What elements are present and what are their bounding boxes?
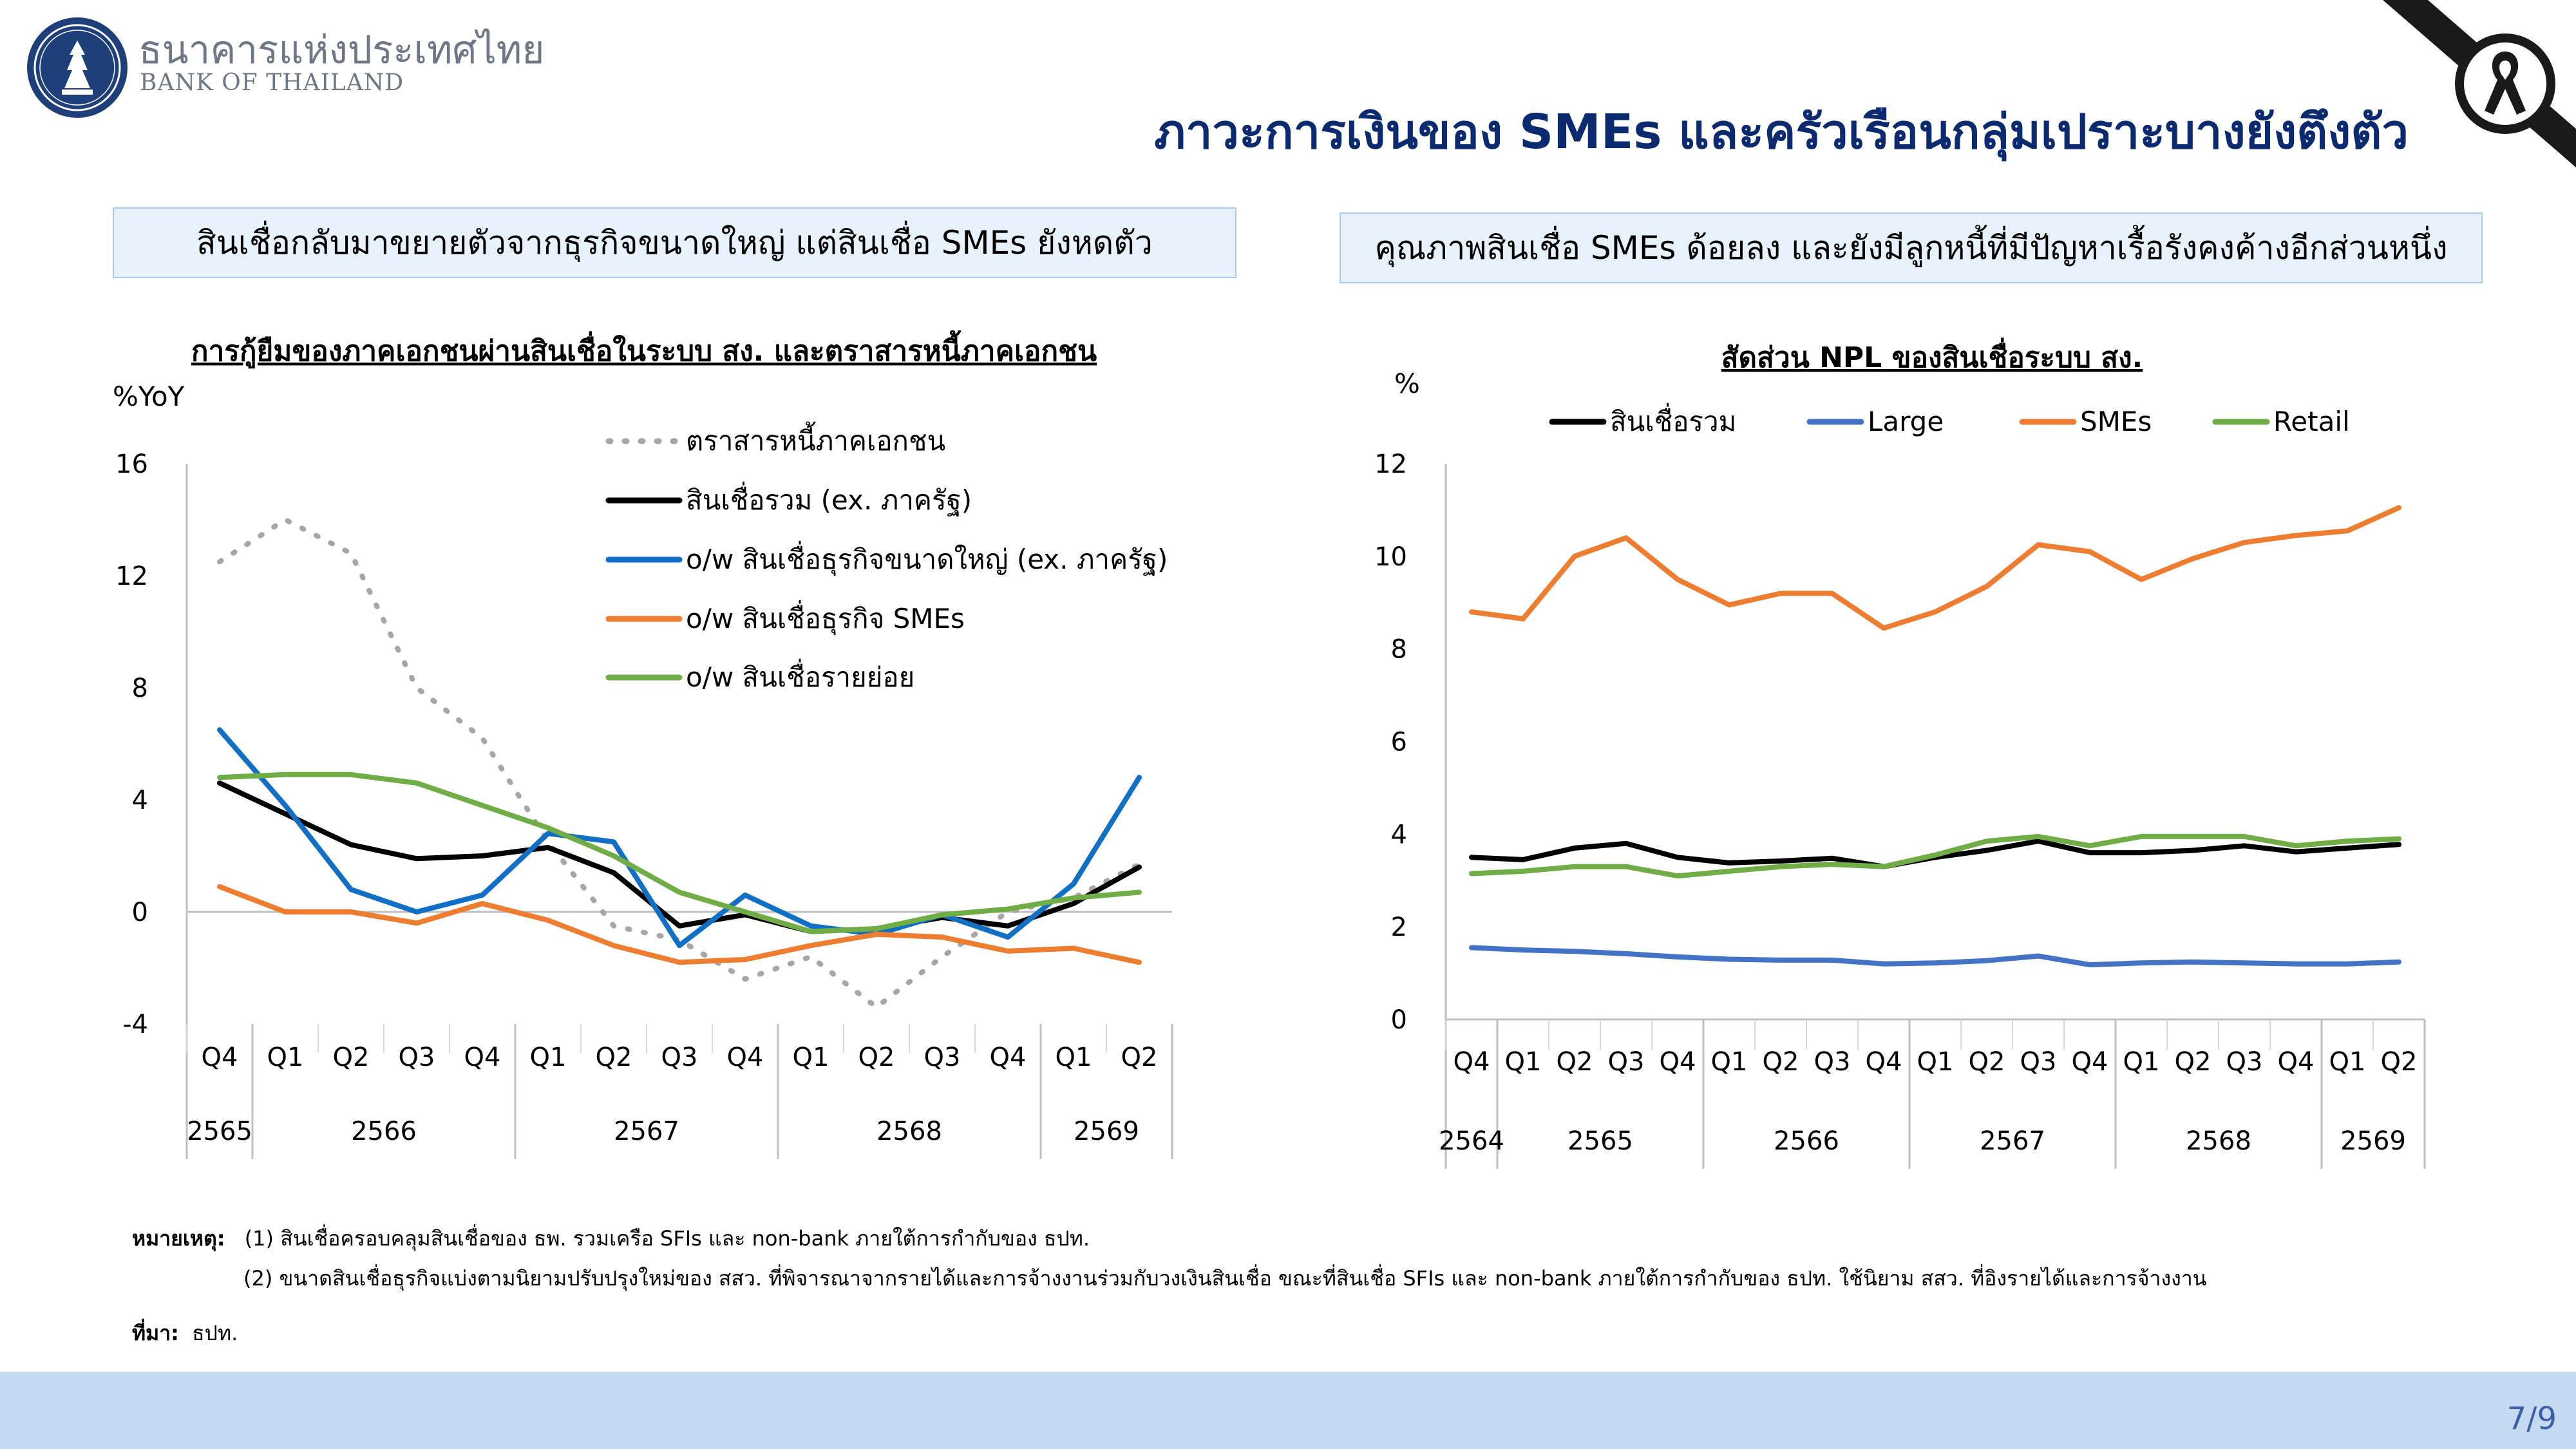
x-category-label: Q2 (1121, 1043, 1158, 1072)
bank-seal-logo (27, 17, 128, 118)
x-category-label: Q4 (990, 1043, 1027, 1072)
x-year-label: 2568 (876, 1117, 942, 1146)
legend-label: o/w สินเชื่อรายย่อย (686, 659, 914, 693)
y-tick-label: 0 (1391, 1005, 1407, 1035)
y-tick-label: 2 (1391, 913, 1407, 942)
x-category-label: Q3 (1608, 1047, 1645, 1077)
y-axis-label: %YoY (113, 381, 185, 412)
x-category-label: Q1 (2123, 1047, 2160, 1077)
x-category-label: Q4 (202, 1043, 238, 1072)
x-category-label: Q3 (399, 1043, 435, 1072)
x-category-label: Q3 (2226, 1047, 2263, 1077)
y-tick-label: 6 (1391, 728, 1407, 757)
source-label: ที่มา: (132, 1321, 179, 1345)
x-category-label: Q2 (333, 1043, 370, 1072)
x-category-label: Q2 (1557, 1047, 1593, 1077)
mourning-ribbon-icon (2383, 0, 2576, 167)
x-year-label: 2569 (1074, 1117, 1139, 1146)
x-category-label: Q1 (530, 1043, 567, 1072)
y-tick-label: 4 (1391, 820, 1407, 849)
right-panel-header: คุณภาพสินเชื่อ SMEs ด้อยลง และยังมีลูกหน… (1340, 213, 2483, 283)
legend-label: o/w สินเชื่อธุรกิจ SMEs (686, 600, 965, 636)
series-line (217, 727, 1142, 949)
x-category-label: Q2 (1763, 1047, 1799, 1077)
x-year-label: 2565 (1567, 1126, 1633, 1156)
chart-title: สัดส่วน NPL ของสินเชื่อระบบ สง. (1721, 337, 2143, 374)
x-year-label: 2564 (1439, 1126, 1504, 1156)
x-category-label: Q2 (2175, 1047, 2211, 1077)
x-category-label: Q2 (2381, 1047, 2418, 1077)
x-category-label: Q1 (1711, 1047, 1748, 1077)
series-line (217, 884, 1142, 965)
x-category-label: Q1 (1505, 1047, 1542, 1077)
page-number: 7/9 (2506, 1401, 2557, 1437)
x-category-label: Q1 (793, 1043, 829, 1072)
x-category-label: Q2 (1969, 1047, 2005, 1077)
y-tick-label: -4 (122, 1010, 148, 1039)
left-panel-header: สินเชื่อกลับมาขยายตัวจากธุรกิจขนาดใหญ่ แ… (113, 207, 1236, 278)
series-line (217, 517, 1142, 1010)
series-line (1469, 505, 2401, 631)
legend-label: ตราสารหนี้ภาคเอกชน (686, 421, 945, 457)
legend-label: Large (1868, 406, 1944, 437)
x-category-label: Q1 (267, 1043, 304, 1072)
y-tick-label: 10 (1374, 542, 1407, 572)
x-category-label: Q4 (2278, 1047, 2315, 1077)
legend-label: สินเชื่อรวม (1610, 403, 1736, 437)
x-year-label: 2566 (351, 1117, 417, 1146)
x-year-label: 2568 (2186, 1126, 2251, 1156)
y-tick-label: 8 (1391, 635, 1407, 665)
x-category-label: Q2 (596, 1043, 632, 1072)
legend-label: o/w สินเชื่อธุรกิจขนาดใหญ่ (ex. ภาครัฐ) (686, 541, 1168, 576)
bank-name-thai: ธนาคารแห่งประเทศไทย (138, 28, 545, 73)
x-category-label: Q1 (2329, 1047, 2366, 1077)
x-category-label: Q3 (661, 1043, 698, 1072)
y-axis-label: % (1394, 368, 1420, 399)
legend-label: สินเชื่อรวม (ex. ภาครัฐ) (686, 482, 972, 516)
x-category-label: Q3 (2020, 1047, 2057, 1077)
x-category-label: Q4 (1660, 1047, 1696, 1077)
legend-label: SMEs (2080, 406, 2152, 437)
series-line (217, 780, 1142, 934)
x-year-label: 2567 (1980, 1126, 2045, 1156)
y-tick-label: 16 (115, 450, 148, 479)
source-text: ธปท. (192, 1321, 238, 1345)
y-tick-label: 12 (115, 562, 148, 591)
x-category-label: Q3 (1814, 1047, 1851, 1077)
npl-ratio-chart: สัดส่วน NPL ของสินเชื่อระบบ สง.% 12 10 8 6 4 2… (1374, 337, 2426, 1169)
note-2-text: (2) ขนาดสินเชื่อธุรกิจแบ่งตามนิยามปรับปร… (243, 1266, 2207, 1291)
y-tick-label: 8 (132, 674, 148, 703)
series-line (1469, 945, 2401, 968)
x-year-label: 2567 (614, 1117, 679, 1146)
series-line (217, 772, 1142, 934)
x-year-label: 2569 (2340, 1126, 2406, 1156)
x-category-label: Q4 (1454, 1047, 1490, 1077)
x-category-label: Q4 (1866, 1047, 1902, 1077)
x-category-label: Q4 (2072, 1047, 2108, 1077)
x-year-label: 2565 (187, 1117, 252, 1146)
source-line: ที่มา: ธปท. (132, 1317, 238, 1350)
y-tick-label: 4 (132, 786, 148, 815)
y-tick-label: 0 (132, 898, 148, 927)
x-category-label: Q1 (1917, 1047, 1954, 1077)
y-tick-label: 12 (1374, 450, 1407, 479)
x-category-label: Q1 (1056, 1043, 1092, 1072)
footer-bar (0, 1372, 2576, 1449)
x-category-label: Q4 (727, 1043, 764, 1072)
x-category-label: Q4 (464, 1043, 501, 1072)
x-category-label: Q2 (858, 1043, 895, 1072)
note-1-text: (1) สินเชื่อครอบคลุมสินเชื่อของ ธพ. รวมเ… (244, 1226, 1090, 1251)
note-line-1: หมายเหตุ: (1) สินเชื่อครอบคลุมสินเชื่อขอ… (132, 1222, 1090, 1255)
private-borrowing-chart: การกู้ยืมของภาคเอกชนผ่านสินเชื่อในระบบ ส… (113, 330, 1173, 1159)
page-title: ภาวะการเงินของ SMEs และครัวเรือนกลุ่มเปร… (1154, 104, 2409, 160)
bank-name-english: BANK OF THAILAND (140, 70, 404, 96)
x-category-label: Q3 (924, 1043, 961, 1072)
series-line (1469, 833, 2401, 879)
note-label: หมายเหตุ: (132, 1226, 225, 1251)
chart-title: การกู้ยืมของภาคเอกชนผ่านสินเชื่อในระบบ ส… (191, 330, 1097, 368)
legend-label: Retail (2273, 406, 2350, 437)
x-year-label: 2566 (1774, 1126, 1839, 1156)
